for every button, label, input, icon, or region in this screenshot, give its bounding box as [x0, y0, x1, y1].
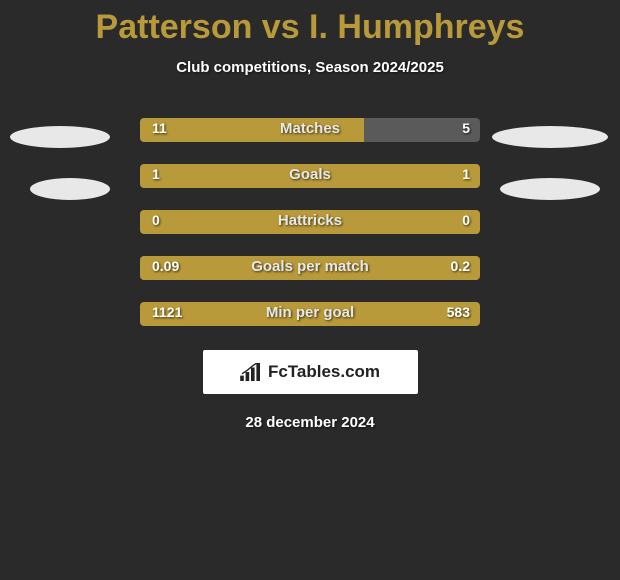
stat-value-right: 0.2	[451, 258, 470, 274]
page-title: Patterson vs I. Humphreys	[0, 0, 620, 47]
stat-label: Min per goal	[266, 304, 354, 321]
brand-text: FcTables.com	[268, 362, 380, 382]
stat-value-left: 1121	[152, 304, 182, 320]
player-oval	[10, 126, 110, 148]
date-text: 28 december 2024	[0, 414, 620, 431]
brand-box[interactable]: FcTables.com	[203, 350, 418, 394]
stat-value-right: 583	[447, 304, 470, 320]
stat-row: Hattricks 0 0	[0, 200, 620, 246]
stat-value-left: 0.09	[152, 258, 179, 274]
stat-row: Min per goal 1121 583	[0, 292, 620, 338]
stat-value-right: 5	[462, 120, 470, 136]
stat-value-left: 0	[152, 212, 160, 228]
chart-icon	[240, 363, 262, 381]
stat-value-left: 1	[152, 166, 160, 182]
stat-label: Goals per match	[251, 258, 369, 275]
stat-value-right: 1	[462, 166, 470, 182]
player-oval	[492, 126, 608, 148]
stat-row: Goals per match 0.09 0.2	[0, 246, 620, 292]
player-oval	[500, 178, 600, 200]
stat-value-left: 11	[152, 120, 167, 136]
player-oval	[30, 178, 110, 200]
stat-label: Hattricks	[278, 212, 342, 229]
subtitle: Club competitions, Season 2024/2025	[0, 59, 620, 76]
stat-label: Matches	[280, 120, 340, 137]
stat-value-right: 0	[462, 212, 470, 228]
stat-label: Goals	[289, 166, 331, 183]
